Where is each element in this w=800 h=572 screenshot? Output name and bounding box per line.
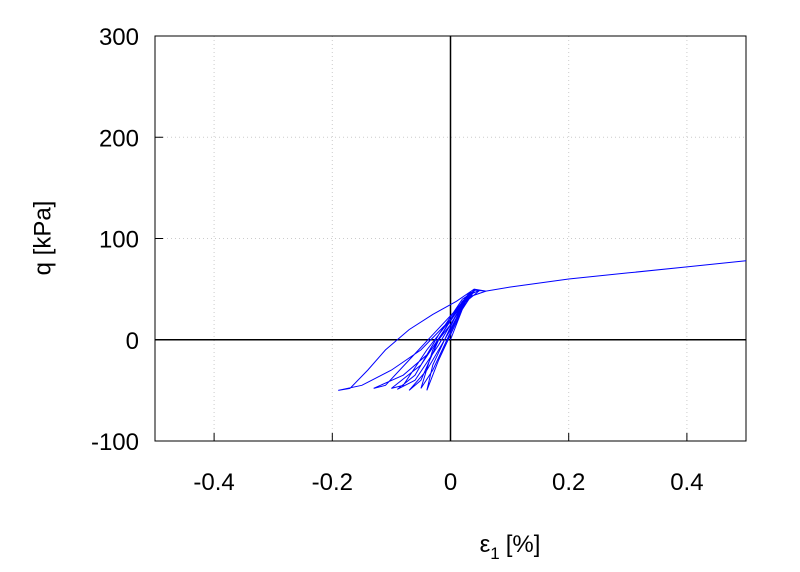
x-tick-label: 0 [444, 469, 457, 496]
plot-frame [154, 35, 747, 442]
x-label-symbol: ε [480, 531, 491, 558]
x-tick-label: 0.2 [552, 469, 585, 496]
data-line [338, 260, 747, 391]
x-axis-label: ε1 [%] [480, 531, 541, 563]
x-tick-label: 0.4 [670, 469, 703, 496]
x-tick-label: -0.4 [193, 469, 234, 496]
x-tick-label: -0.2 [312, 469, 353, 496]
x-label-subscript: 1 [490, 544, 499, 563]
y-tick-label: 100 [99, 227, 139, 254]
y-tick-label: 0 [126, 328, 139, 355]
y-tick-label: 200 [99, 125, 139, 152]
y-axis-label: q [kPa] [29, 201, 56, 276]
x-label-unit: [%] [506, 531, 541, 558]
y-tick-label: -100 [91, 429, 139, 456]
y-tick-label: 300 [99, 24, 139, 51]
